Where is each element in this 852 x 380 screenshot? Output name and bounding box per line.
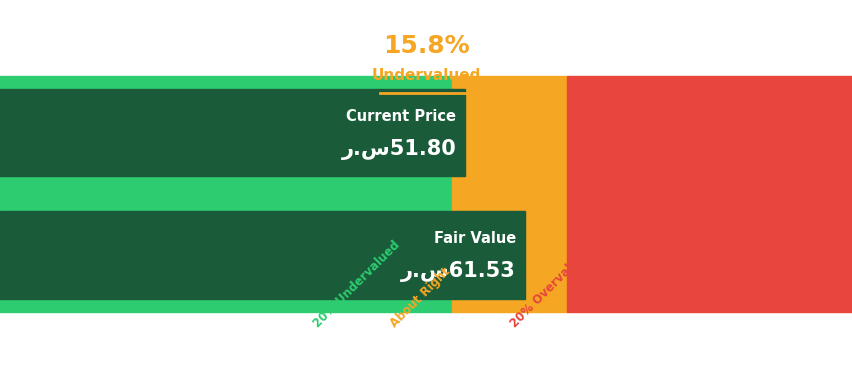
Text: ر.س‏51.80: ر.س‏51.80 <box>341 139 456 160</box>
Text: ر.س‏61.53: ر.س‏61.53 <box>400 261 515 282</box>
Text: Undervalued: Undervalued <box>371 68 481 84</box>
Text: 20% Undervalued: 20% Undervalued <box>311 239 402 330</box>
Text: 15.8%: 15.8% <box>383 33 469 58</box>
Bar <box>0 211 524 299</box>
Bar <box>567 76 852 312</box>
Text: About Right: About Right <box>388 265 452 330</box>
Text: 20% Overvalued: 20% Overvalued <box>507 245 592 330</box>
Bar <box>0 76 452 312</box>
Text: Fair Value: Fair Value <box>434 231 515 246</box>
Bar <box>452 76 567 312</box>
Text: Current Price: Current Price <box>346 109 456 124</box>
Bar <box>0 89 464 176</box>
